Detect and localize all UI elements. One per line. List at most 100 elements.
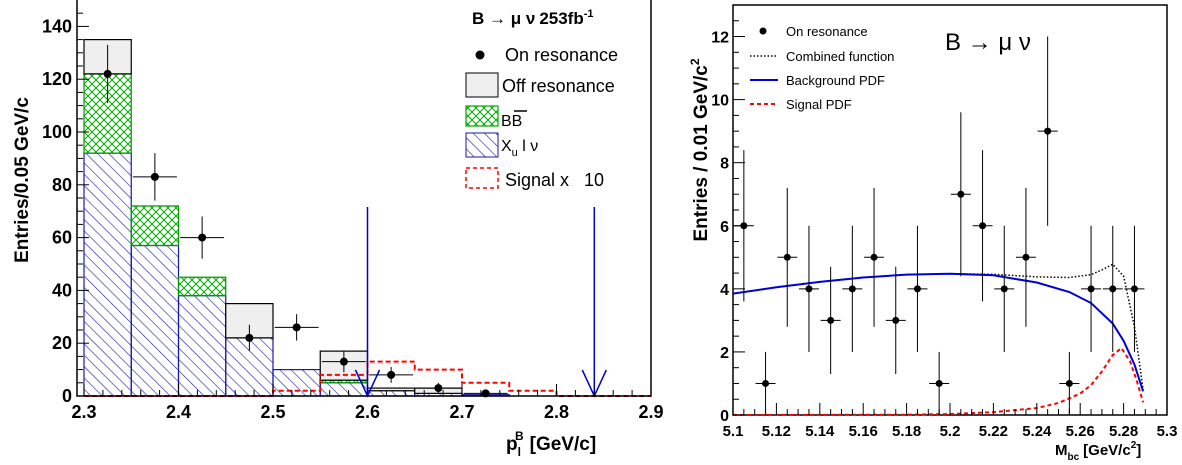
legend-swatch-off-resonance	[465, 72, 499, 98]
y-tick-label: 140	[42, 16, 72, 36]
legend-swatch-bbbar	[465, 105, 499, 127]
legend-label-combined: Combined function	[786, 49, 894, 64]
data-point	[1044, 127, 1052, 135]
x-tick-label: 5.22	[979, 423, 1008, 440]
y-tick-label: 8	[720, 156, 729, 173]
right-y-ticks: 0 2 4 6 8 10 12	[711, 4, 745, 425]
y-tick-label: 60	[52, 228, 72, 248]
left-y-axis-label: Entries/0.05 GeV/c	[12, 97, 33, 263]
x-tick-label: 2.6	[355, 402, 380, 422]
x-tick-label: 5.2	[940, 423, 961, 440]
left-plot-frame	[76, 0, 652, 397]
curve-backgroundpdf	[732, 272, 1145, 392]
y-tick-label: 0	[62, 386, 72, 406]
y-tick-label: 0	[720, 408, 729, 425]
bar-bb	[130, 205, 180, 247]
legend-swatch-signal	[465, 167, 499, 189]
bar-xul	[366, 390, 416, 397]
y-tick-label: 40	[52, 280, 72, 300]
legend-label-signal: Signal x 10	[505, 170, 604, 190]
left-x-axis-label: plB [GeV/c]	[506, 429, 596, 459]
y-tick-label: 12	[711, 30, 729, 47]
legend-label-bbbar: BB	[501, 113, 522, 130]
x-tick-label: 5.24	[1022, 423, 1052, 440]
data-point	[1065, 379, 1073, 387]
left-chart: 2.3 2.4 2.5 2.6 2.7 2.8 2.9 0 20 40 60 80 100 120 140…	[12, 0, 664, 459]
y-tick-label: 100	[42, 122, 72, 142]
left-cut-arrows	[354, 207, 607, 398]
y-tick-label: 6	[720, 219, 729, 236]
data-point	[805, 285, 813, 293]
y-tick-label: 4	[720, 282, 729, 299]
right-y-axis-label: Entries / 0.01 GeV/c2	[688, 58, 712, 241]
legend-marker-on-resonance-right	[759, 27, 767, 35]
left-x-ticks: 2.3 2.4 2.5 2.6 2.7 2.8 2.9	[71, 384, 664, 422]
bar-xul	[177, 295, 227, 397]
x-tick-label: 2.7	[449, 402, 474, 422]
data-point	[245, 333, 254, 342]
legend-label-off-resonance: Off resonance	[502, 76, 615, 96]
y-tick-label: 80	[52, 175, 72, 195]
left-chart-title: B → μ ν 253fb-1	[472, 8, 594, 28]
x-tick-label: 5.3	[1157, 423, 1178, 440]
bar-xul	[83, 152, 132, 397]
data-point	[935, 379, 943, 387]
right-legend: On resonance Combined function Backgroun…	[750, 24, 894, 112]
x-tick-label: 2.3	[71, 402, 96, 422]
data-point	[1000, 285, 1008, 293]
data-point	[913, 285, 921, 293]
left-y-ticks: 0 20 40 60 80 100 120 140	[42, 12, 89, 406]
data-point	[1109, 285, 1117, 293]
legend-marker-on-resonance	[475, 50, 485, 60]
x-tick-label: 5.26	[1066, 423, 1095, 440]
x-tick-label: 5.12	[762, 423, 791, 440]
right-curves	[732, 263, 1145, 416]
legend-swatch-xulnu	[465, 132, 499, 158]
bar-offresonance	[366, 387, 416, 392]
left-legend: On resonance Off resonance BB Xu l ν Sig…	[465, 45, 618, 190]
y-tick-label: 120	[42, 69, 72, 89]
data-point	[979, 222, 987, 230]
data-point	[827, 316, 835, 324]
right-x-axis-label: Mbc [GeV/c2]	[1055, 440, 1141, 463]
legend-label-signal-right: Signal PDF	[786, 97, 852, 112]
legend-label-background: Background PDF	[786, 73, 885, 88]
x-tick-label: 2.5	[260, 402, 285, 422]
x-tick-label: 5.28	[1109, 423, 1138, 440]
data-point	[1022, 253, 1030, 261]
x-tick-label: 5.1	[723, 423, 744, 440]
data-point	[957, 190, 965, 198]
data-point	[1087, 285, 1095, 293]
data-point	[1130, 285, 1138, 293]
data-point	[198, 233, 207, 242]
bar-bb	[177, 276, 227, 297]
x-tick-label: 5.18	[892, 423, 921, 440]
data-point	[892, 316, 900, 324]
bar-xul	[319, 382, 369, 397]
right-plot-frame	[732, 4, 1168, 416]
left-histogram-bars	[83, 38, 510, 397]
curve-signalpdf	[732, 346, 1145, 416]
y-tick-label: 20	[52, 333, 72, 353]
bar-xul	[272, 369, 321, 397]
x-tick-label: 2.4	[166, 402, 191, 422]
data-point	[870, 253, 878, 261]
y-tick-label: 2	[720, 345, 729, 362]
x-tick-label: 5.16	[849, 423, 878, 440]
legend-label-xulnu: Xu l ν	[501, 138, 538, 159]
data-point	[292, 323, 301, 332]
right-chart-title: B → μ ν	[945, 29, 1031, 56]
bar-xul	[130, 244, 180, 397]
x-tick-label: 2.8	[544, 402, 569, 422]
right-x-ticks: 5.1 5.12 5.14 5.16 5.18 5.2 5.22 5.24 5.26 5.28 5.…	[723, 403, 1178, 440]
x-tick-label: 5.14	[805, 423, 835, 440]
right-chart: 5.1 5.12 5.14 5.16 5.18 5.2 5.22 5.24 5.26 5.28 5.…	[688, 4, 1178, 463]
data-point	[387, 370, 396, 379]
data-point	[783, 253, 791, 261]
x-tick-label: 2.9	[638, 402, 663, 422]
data-point	[339, 357, 348, 366]
data-point	[434, 384, 443, 393]
data-point	[848, 285, 856, 293]
legend-label-on-resonance-right: On resonance	[786, 24, 868, 39]
